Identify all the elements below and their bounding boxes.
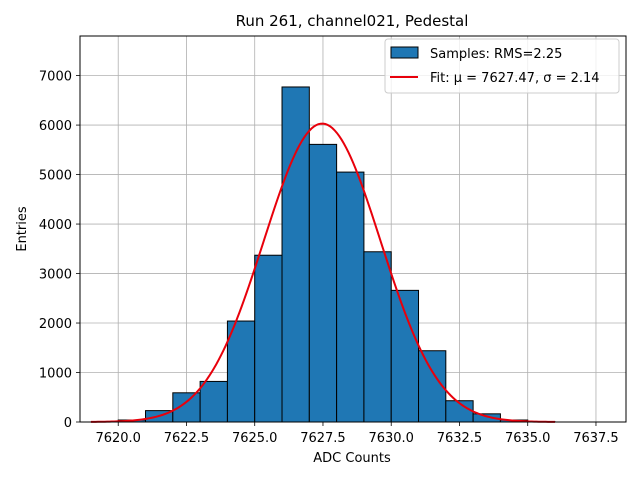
histogram-bar: [418, 350, 447, 423]
x-tick-label: 7635.0: [505, 431, 551, 446]
legend: Samples: RMS=2.25 Fit: μ = 7627.47, σ = …: [384, 38, 620, 94]
y-tick-label: 5000: [39, 169, 72, 184]
y-tick-label: 0: [64, 416, 72, 431]
histogram-bar: [254, 254, 283, 423]
x-tick-label: 7632.5: [437, 431, 483, 446]
x-axis-label: ADC Counts: [313, 451, 391, 466]
y-tick-label: 2000: [39, 317, 72, 332]
x-axis-ticks: 7620.0 7622.5 7625.0 7627.5 7630.0 7632.5 7635…: [95, 422, 619, 446]
histogram-bar: [308, 143, 338, 423]
histogram-bar: [199, 380, 228, 423]
y-tick-label: 6000: [39, 119, 72, 134]
legend-label-fit: Fit: μ = 7627.47, σ = 2.14: [430, 71, 600, 86]
histogram-bar: [363, 251, 392, 423]
fit-curve-layer: [90, 122, 556, 423]
fit-curve: [90, 122, 556, 423]
chart-title: Run 261, channel021, Pedestal: [236, 12, 469, 30]
y-tick-label: 7000: [39, 70, 72, 85]
legend-label-histogram: Samples: RMS=2.25: [430, 47, 562, 62]
legend-swatch-histogram: [390, 46, 419, 59]
y-axis-label: Entries: [15, 206, 30, 252]
histogram-bar: [281, 86, 310, 423]
plot-frame: [79, 35, 627, 423]
x-tick-label: 7630.0: [368, 431, 414, 446]
legend-box: [384, 38, 620, 94]
x-tick-label: 7620.0: [95, 431, 141, 446]
histogram-bar: [336, 171, 365, 423]
x-tick-label: 7637.5: [573, 431, 619, 446]
y-tick-label: 3000: [39, 268, 72, 283]
x-tick-label: 7627.5: [300, 431, 346, 446]
y-tick-label: 1000: [39, 367, 72, 382]
histogram-bar: [226, 320, 256, 423]
x-tick-label: 7622.5: [164, 431, 210, 446]
x-tick-label: 7625.0: [232, 431, 278, 446]
y-tick-label: 4000: [39, 218, 72, 233]
y-axis-ticks: 0 1000 2000 3000 4000 5000 6000 7000: [39, 70, 80, 431]
